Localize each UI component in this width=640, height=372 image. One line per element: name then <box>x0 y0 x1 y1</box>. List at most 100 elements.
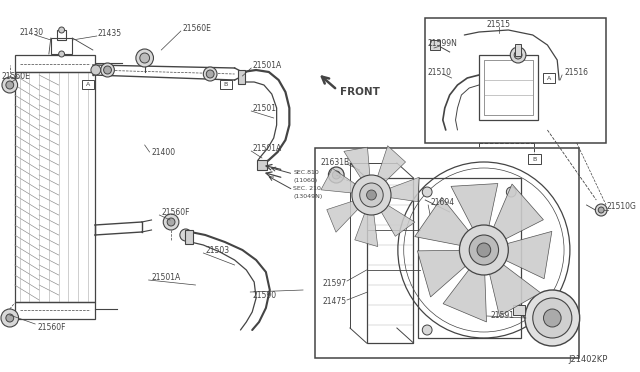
Circle shape <box>100 63 115 77</box>
Circle shape <box>595 204 607 216</box>
Polygon shape <box>486 257 541 316</box>
Circle shape <box>328 167 344 183</box>
Text: 21560F: 21560F <box>161 208 190 217</box>
Circle shape <box>506 187 516 197</box>
Polygon shape <box>344 147 371 188</box>
Text: 21475: 21475 <box>323 298 347 307</box>
Polygon shape <box>374 146 406 189</box>
Polygon shape <box>488 184 543 245</box>
Text: 21597: 21597 <box>323 279 347 289</box>
Circle shape <box>6 81 13 89</box>
Circle shape <box>163 214 179 230</box>
Circle shape <box>204 67 217 81</box>
Text: 21516: 21516 <box>564 67 588 77</box>
Text: 21560E: 21560E <box>183 23 212 32</box>
Circle shape <box>91 65 100 75</box>
Bar <box>220 80 232 89</box>
Text: 21560F: 21560F <box>37 324 66 333</box>
Bar <box>515 44 521 56</box>
Circle shape <box>525 290 580 346</box>
Circle shape <box>367 190 376 200</box>
Circle shape <box>140 53 150 63</box>
Text: 21560E: 21560E <box>2 71 31 80</box>
Text: 21501A: 21501A <box>252 61 282 70</box>
Polygon shape <box>321 169 365 194</box>
Text: (13049N): (13049N) <box>293 193 323 199</box>
Bar <box>15 302 95 319</box>
Polygon shape <box>327 198 366 232</box>
Text: 21501A: 21501A <box>252 144 282 153</box>
Circle shape <box>206 70 214 78</box>
Bar <box>543 73 556 83</box>
Text: A: A <box>86 82 90 87</box>
Bar <box>419 178 521 338</box>
Text: 21590: 21590 <box>252 291 276 299</box>
Bar <box>315 148 579 358</box>
Bar <box>57 30 67 40</box>
Polygon shape <box>495 231 552 279</box>
Text: 21501A: 21501A <box>152 273 180 282</box>
Text: 21510: 21510 <box>427 67 451 77</box>
Bar <box>528 154 541 164</box>
Circle shape <box>59 27 65 33</box>
Bar <box>82 80 94 89</box>
Circle shape <box>2 77 17 93</box>
Circle shape <box>598 207 604 213</box>
Text: 21515: 21515 <box>487 19 511 29</box>
Text: B: B <box>224 82 228 87</box>
Text: 21400: 21400 <box>152 148 175 157</box>
Circle shape <box>59 51 65 57</box>
Text: 21430: 21430 <box>20 28 44 36</box>
Text: J21402KP: J21402KP <box>569 355 608 364</box>
Bar <box>430 40 440 50</box>
Polygon shape <box>443 260 486 322</box>
Text: FRONT: FRONT <box>340 87 380 97</box>
Circle shape <box>352 175 391 215</box>
Bar <box>367 178 413 343</box>
Text: 21435: 21435 <box>98 29 122 38</box>
Circle shape <box>422 325 432 335</box>
Circle shape <box>104 66 111 74</box>
Text: 21631B: 21631B <box>321 157 349 167</box>
Circle shape <box>332 171 340 179</box>
Circle shape <box>514 51 522 59</box>
Bar <box>51 38 72 54</box>
Text: 21694: 21694 <box>430 198 454 206</box>
Circle shape <box>477 243 491 257</box>
Polygon shape <box>451 183 498 240</box>
Circle shape <box>422 187 432 197</box>
Circle shape <box>460 225 508 275</box>
Text: 21599N: 21599N <box>427 38 457 48</box>
Circle shape <box>360 183 383 207</box>
Bar <box>479 55 538 120</box>
Bar <box>15 72 95 302</box>
Circle shape <box>180 229 191 241</box>
Circle shape <box>532 298 572 338</box>
Text: 21591: 21591 <box>491 311 515 320</box>
Circle shape <box>136 49 154 67</box>
Text: B: B <box>532 157 536 161</box>
Bar <box>513 305 525 315</box>
Circle shape <box>6 314 13 322</box>
Bar <box>484 60 532 115</box>
Bar <box>15 55 95 72</box>
Text: SEC.810: SEC.810 <box>293 170 319 174</box>
Text: A: A <box>547 76 551 80</box>
Bar <box>237 70 245 84</box>
Polygon shape <box>417 250 475 297</box>
Bar <box>257 160 267 170</box>
Polygon shape <box>415 198 476 248</box>
Polygon shape <box>355 202 378 247</box>
Polygon shape <box>376 199 415 236</box>
Circle shape <box>1 309 19 327</box>
Text: 21501: 21501 <box>252 103 276 112</box>
Bar <box>185 230 193 244</box>
Polygon shape <box>379 177 419 202</box>
Bar <box>425 18 606 143</box>
Text: SEC. 210: SEC. 210 <box>293 186 321 190</box>
Circle shape <box>469 235 499 265</box>
Circle shape <box>510 47 526 63</box>
Text: 21503: 21503 <box>205 246 229 254</box>
Text: (11060): (11060) <box>293 177 317 183</box>
Circle shape <box>167 218 175 226</box>
